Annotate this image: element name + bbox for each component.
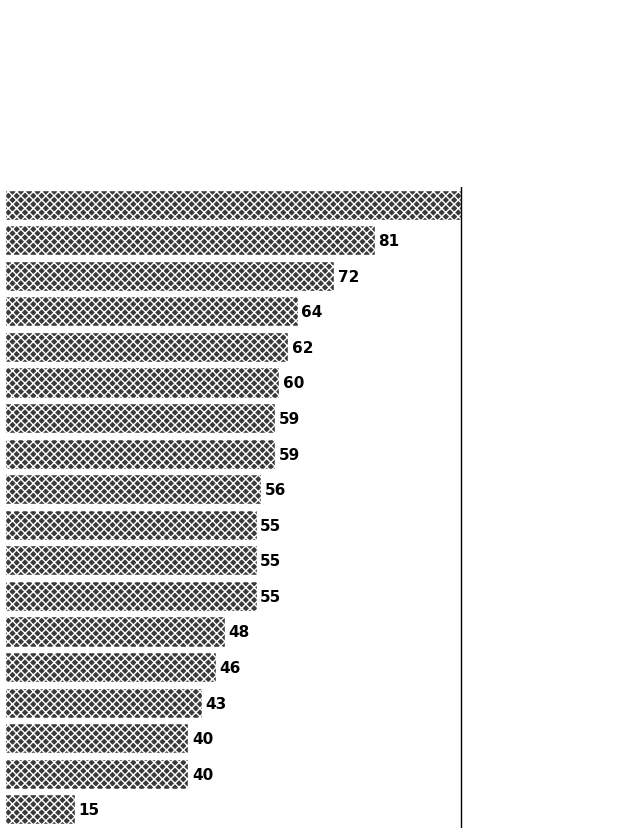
- Bar: [6, 547, 256, 576]
- Bar: [6, 298, 297, 327]
- Text: 15: 15: [78, 803, 100, 818]
- Bar: [6, 795, 75, 824]
- Text: 56: 56: [265, 482, 286, 497]
- Bar: [6, 511, 256, 540]
- Text: 59: 59: [278, 411, 300, 426]
- Bar: [6, 369, 279, 398]
- Bar: [6, 440, 275, 469]
- Bar: [6, 227, 375, 256]
- Bar: [6, 334, 288, 363]
- Text: 60: 60: [283, 376, 304, 391]
- Bar: [6, 724, 188, 753]
- Bar: [6, 653, 216, 682]
- Bar: [6, 760, 188, 789]
- Text: 40: 40: [192, 767, 213, 782]
- Text: 40: 40: [192, 732, 213, 747]
- Text: 59: 59: [278, 447, 300, 462]
- Bar: [6, 191, 461, 221]
- Text: 48: 48: [228, 624, 249, 640]
- Bar: [6, 405, 275, 434]
- Text: 62: 62: [292, 340, 313, 355]
- Bar: [6, 476, 261, 505]
- Bar: [6, 618, 225, 647]
- Text: 64: 64: [301, 305, 323, 320]
- Bar: [6, 263, 334, 292]
- Bar: [6, 582, 256, 611]
- Text: 81: 81: [378, 234, 399, 249]
- Text: 46: 46: [219, 660, 241, 675]
- Text: 43: 43: [205, 696, 227, 711]
- Text: 55: 55: [260, 589, 281, 604]
- Bar: [6, 689, 202, 718]
- Text: 55: 55: [260, 553, 281, 568]
- Text: 72: 72: [338, 269, 359, 284]
- Text: 55: 55: [260, 518, 281, 533]
